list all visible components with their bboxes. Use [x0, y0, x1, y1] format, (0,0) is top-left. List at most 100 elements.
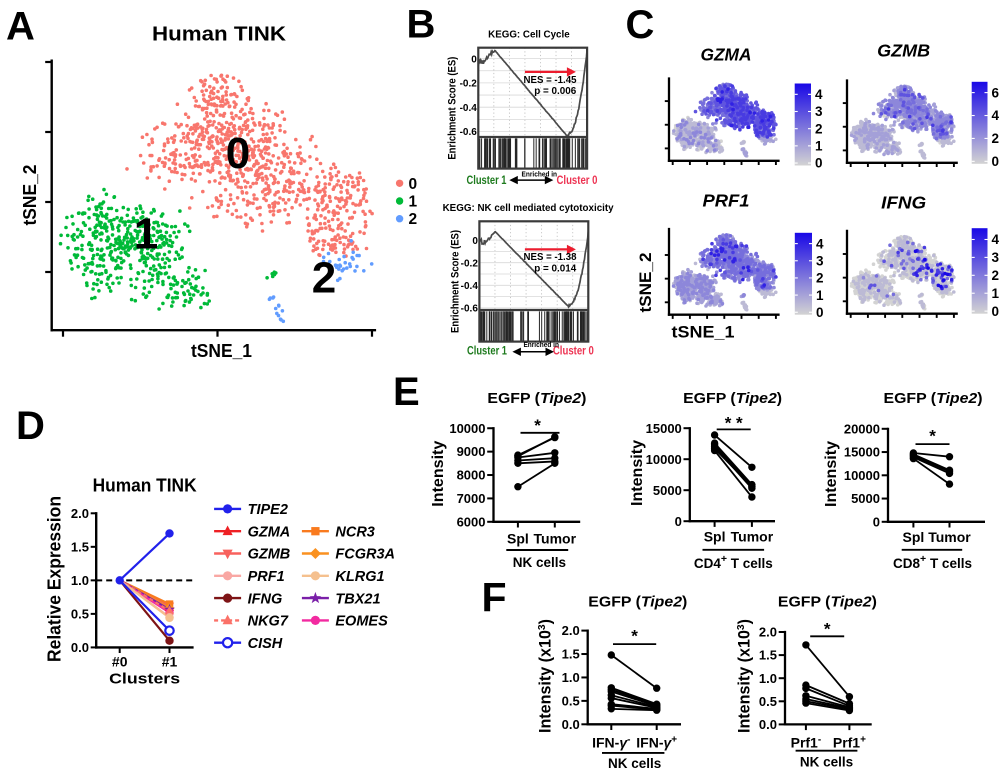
svg-text:E: E — [393, 370, 420, 414]
svg-text:*: * — [929, 426, 936, 445]
svg-text:3: 3 — [992, 250, 1000, 265]
svg-text:Relative Expression: Relative Expression — [44, 496, 65, 662]
svg-text:Cluster 0: Cluster 0 — [553, 345, 594, 357]
svg-text:0.5: 0.5 — [759, 694, 777, 709]
svg-text:2: 2 — [815, 121, 823, 136]
svg-text:6000: 6000 — [457, 514, 486, 529]
svg-text:EGFP (Tipe2): EGFP (Tipe2) — [884, 390, 983, 407]
svg-text:*: * — [534, 416, 541, 435]
svg-text:2: 2 — [992, 268, 1000, 283]
svg-text:1.5: 1.5 — [759, 648, 777, 663]
svg-text:3: 3 — [816, 253, 824, 268]
svg-text:9000: 9000 — [457, 444, 486, 459]
svg-text:*: * — [631, 627, 638, 646]
svg-text:GZMA: GZMA — [701, 45, 752, 65]
svg-text:0: 0 — [675, 514, 682, 529]
svg-text:Enrichment Score (ES): Enrichment Score (ES) — [450, 230, 462, 333]
svg-text:3: 3 — [815, 104, 823, 119]
svg-text:p = 0.014: p = 0.014 — [534, 264, 576, 275]
svg-text:NES = -1.38: NES = -1.38 — [524, 252, 577, 263]
svg-text:0: 0 — [409, 176, 418, 193]
svg-text:0: 0 — [816, 305, 824, 320]
svg-text:Intensity: Intensity — [629, 440, 646, 506]
svg-text:0: 0 — [472, 236, 478, 247]
svg-text:-0.4: -0.4 — [461, 281, 479, 292]
svg-text:5000: 5000 — [851, 491, 880, 506]
svg-text:2.0: 2.0 — [71, 506, 89, 521]
svg-text:Spl: Spl — [704, 529, 726, 545]
svg-text:1.0: 1.0 — [759, 671, 777, 686]
svg-text:5000: 5000 — [653, 483, 682, 498]
svg-text:EGFP (Tipe2): EGFP (Tipe2) — [487, 390, 586, 407]
svg-text:D: D — [16, 404, 45, 448]
svg-text:NK cells: NK cells — [513, 555, 566, 570]
svg-text:15000: 15000 — [646, 421, 682, 436]
svg-text:Enrichment Score (ES): Enrichment Score (ES) — [447, 56, 459, 159]
svg-text:#1: #1 — [162, 654, 178, 670]
svg-text:F: F — [482, 574, 507, 620]
svg-text:-0.4: -0.4 — [460, 103, 478, 114]
svg-text:1.0: 1.0 — [562, 670, 580, 685]
svg-text:Spl: Spl — [903, 529, 925, 545]
svg-text:0: 0 — [226, 129, 250, 178]
svg-text:#0: #0 — [112, 654, 128, 670]
svg-text:B: B — [407, 3, 436, 47]
svg-text:4: 4 — [992, 108, 1000, 123]
svg-text:20000: 20000 — [844, 421, 880, 436]
svg-text:EGFP (Tipe2): EGFP (Tipe2) — [683, 390, 782, 407]
svg-text:Human TINK: Human TINK — [93, 475, 197, 495]
svg-text:0: 0 — [873, 514, 880, 529]
svg-text:1: 1 — [134, 210, 158, 259]
svg-text:IFN-γ+: IFN-γ+ — [636, 735, 677, 751]
svg-text:CISH: CISH — [248, 636, 283, 652]
svg-text:* *: * * — [725, 413, 743, 432]
svg-text:Clusters: Clusters — [109, 671, 180, 688]
svg-text:tSNE_1: tSNE_1 — [191, 340, 252, 361]
svg-text:tSNE_2: tSNE_2 — [19, 165, 40, 226]
svg-text:8000: 8000 — [457, 468, 486, 483]
svg-text:Intensity: Intensity — [430, 440, 447, 506]
svg-text:0: 0 — [992, 304, 1000, 319]
svg-text:CD4+ T cells: CD4+ T cells — [694, 553, 773, 571]
svg-text:Prf1-: Prf1- — [791, 735, 822, 751]
svg-text:IFN-γ-: IFN-γ- — [592, 735, 630, 751]
svg-text:Tumor: Tumor — [928, 529, 971, 545]
svg-text:EGFP (Tipe2): EGFP (Tipe2) — [778, 594, 877, 611]
svg-text:4: 4 — [815, 87, 823, 102]
svg-text:-0.2: -0.2 — [460, 79, 478, 90]
svg-text:2.0: 2.0 — [759, 625, 777, 640]
svg-text:0.5: 0.5 — [71, 606, 89, 621]
svg-text:FCGR3A: FCGR3A — [335, 547, 395, 563]
svg-text:1: 1 — [992, 286, 1000, 301]
svg-text:GZMA: GZMA — [248, 524, 291, 540]
svg-text:tSNE_1: tSNE_1 — [672, 323, 735, 342]
svg-text:1: 1 — [815, 139, 823, 154]
svg-text:1: 1 — [409, 194, 418, 211]
svg-text:Intensity: Intensity — [823, 441, 840, 507]
svg-text:1.5: 1.5 — [562, 647, 580, 662]
svg-text:EGFP (Tipe2): EGFP (Tipe2) — [588, 594, 687, 611]
svg-text:1.0: 1.0 — [71, 573, 89, 588]
svg-text:CD8+ T cells: CD8+ T cells — [893, 553, 972, 571]
svg-text:Tumor: Tumor — [534, 530, 577, 546]
svg-text:6: 6 — [992, 85, 1000, 100]
svg-text:PRF1: PRF1 — [248, 569, 285, 585]
svg-text:Spl: Spl — [507, 530, 529, 546]
svg-text:Intensity (x103): Intensity (x103) — [536, 619, 555, 733]
svg-text:0.0: 0.0 — [71, 640, 89, 655]
svg-text:p = 0.006: p = 0.006 — [534, 86, 576, 97]
svg-text:-0.6: -0.6 — [461, 304, 479, 315]
svg-text:EOMES: EOMES — [335, 614, 388, 630]
svg-text:2: 2 — [816, 271, 824, 286]
svg-text:GZMB: GZMB — [877, 40, 930, 60]
svg-text:KEGG: Cell Cycle: KEGG: Cell Cycle — [488, 28, 570, 40]
svg-text:A: A — [6, 5, 35, 49]
svg-text:TIPE2: TIPE2 — [248, 502, 288, 518]
svg-text:-0.2: -0.2 — [461, 258, 479, 269]
svg-text:0.0: 0.0 — [562, 717, 580, 732]
svg-text:-0.6: -0.6 — [460, 127, 478, 138]
svg-text:4: 4 — [992, 232, 1000, 247]
svg-text:0: 0 — [815, 156, 823, 171]
svg-text:Cluster 0: Cluster 0 — [557, 175, 598, 187]
svg-text:Cluster 1: Cluster 1 — [467, 175, 507, 187]
